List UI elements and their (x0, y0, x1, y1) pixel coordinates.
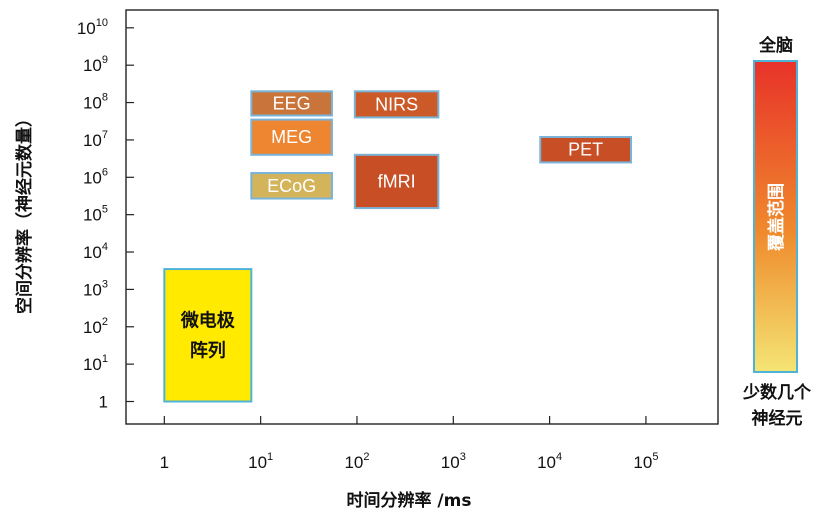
x-tick-label: 102 (344, 451, 369, 472)
x-tick-label: 103 (441, 451, 466, 472)
box-rect (250, 118, 333, 156)
coverage-top-label: 全脑 (758, 35, 793, 56)
y-tick-label: 106 (83, 166, 108, 187)
box-nirs: NIRS (353, 90, 440, 119)
y-tick-label: 102 (83, 316, 108, 337)
y-tick-label: 103 (83, 278, 108, 299)
x-axis-title: 时间分辨率 /ms (347, 490, 472, 511)
y-tick-label: 107 (83, 129, 108, 150)
box-rect (353, 153, 440, 210)
box-rect (539, 135, 633, 164)
box-eeg: EEG (250, 90, 333, 117)
x-tick-label: 105 (633, 451, 658, 472)
box-label: NIRS (375, 94, 418, 114)
tick-marks (126, 27, 647, 424)
box-label: 微电极 (180, 309, 236, 331)
box-label: PET (568, 140, 603, 160)
box-label: MEG (271, 127, 312, 147)
box-rect (163, 268, 253, 403)
y-tick-label: 109 (83, 54, 108, 75)
box-pet: PET (539, 135, 633, 164)
box-label: fMRI (378, 171, 416, 191)
box-label: ECoG (267, 176, 316, 196)
box-label: EEG (273, 93, 311, 113)
coverage-gradient-bar (753, 60, 798, 373)
box-rect (250, 90, 333, 117)
y-tick-labels: 1 101 102 103 104 105 106 107 108 109 1010 (77, 17, 108, 412)
y-axis-title: 空间分辨率（神经元数量） (14, 110, 35, 314)
x-tick-label: 101 (248, 451, 273, 472)
box-meg: MEG (250, 118, 333, 156)
x-tick-label: 104 (537, 451, 562, 472)
box-label: 阵列 (190, 339, 226, 361)
box-rect (353, 90, 440, 119)
y-tick-label: 1 (99, 393, 108, 412)
y-tick-label: 105 (83, 204, 108, 225)
coverage-bar-label: 覆盖范围 (766, 183, 787, 251)
box-rect (250, 172, 333, 200)
y-tick-label: 1010 (77, 17, 108, 38)
box-fmri: fMRI (353, 153, 440, 210)
coverage-bottom-label: 少数几个神经元 (742, 382, 812, 429)
y-tick-label: 108 (83, 92, 108, 113)
y-tick-label: 101 (83, 353, 108, 374)
plot-frame (125, 9, 719, 425)
y-tick-label: 104 (83, 241, 108, 262)
x-tick-labels: 1 101 102 103 104 105 (160, 451, 659, 472)
box-ecog: ECoG (250, 172, 333, 200)
x-tick-label: 1 (160, 453, 169, 472)
